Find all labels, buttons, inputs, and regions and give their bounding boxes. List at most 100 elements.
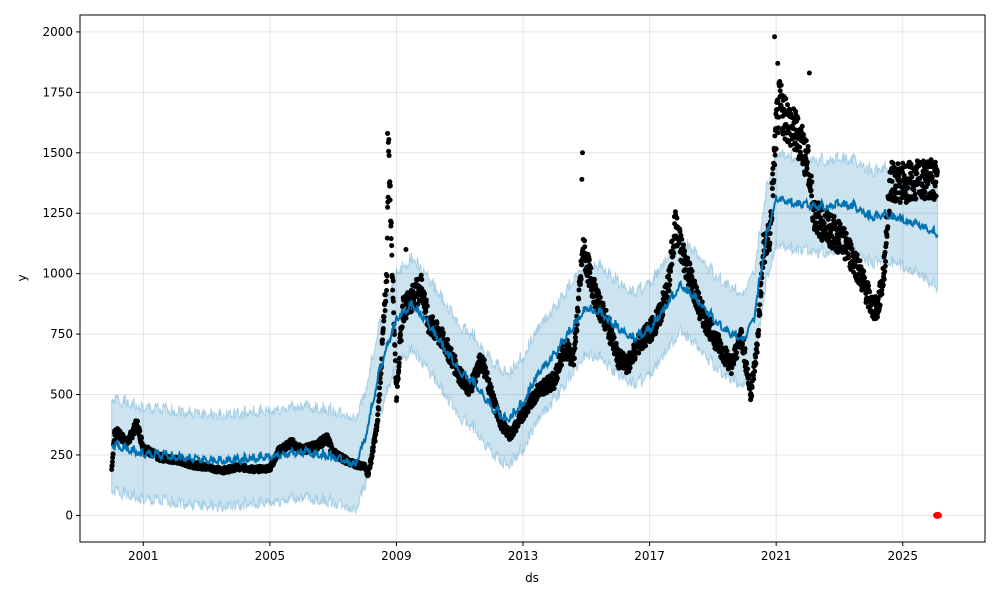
actual-point [879,287,885,293]
x-tick-label: 2025 [887,549,918,563]
actual-point [831,213,837,219]
actual-point [886,208,892,214]
actual-point [380,337,386,343]
actual-point [867,289,873,295]
actual-point [734,355,740,361]
x-tick-label: 2021 [761,549,792,563]
x-tick-label: 2009 [381,549,412,563]
actual-point [430,314,436,320]
y-tick-label: 250 [50,448,73,462]
actual-point [884,233,890,239]
actual-point [667,282,673,288]
actual-point [575,308,581,314]
actual-point [571,362,577,368]
actual-point [751,376,757,382]
actual-point [804,159,810,165]
actual-point [882,249,888,255]
actual-point [689,274,695,280]
actual-point [758,290,764,296]
actual-point [787,107,793,113]
actual-point [403,315,409,321]
actual-point [396,360,402,366]
actual-point [767,230,773,236]
actual-point [394,384,400,390]
actual-point [422,291,428,297]
actual-point [390,287,396,293]
y-tick-label: 750 [50,327,73,341]
actual-point [372,438,378,444]
actual-point [774,106,780,112]
actual-point [109,459,115,465]
actual-point [380,326,386,332]
actual-point [423,308,429,314]
actual-point [775,130,781,136]
actual-point [558,362,564,368]
actual-point [576,296,582,302]
actual-point [377,391,383,397]
actual-point [452,353,458,359]
actual-point [392,351,398,357]
actual-point [805,144,811,150]
actual-point [392,358,398,364]
actual-point [752,368,758,374]
actual-point [883,259,889,265]
actual-point [600,303,606,309]
actual-point [685,255,691,261]
actual-point [772,162,778,168]
actual-point [843,230,849,236]
actual-point [909,174,915,180]
actual-point [851,269,857,275]
y-tick-label: 500 [50,388,73,402]
actual-point [718,341,724,347]
actual-point [866,283,872,289]
actual-point [603,307,609,313]
actual-point [724,348,730,354]
actual-point [922,189,928,195]
actual-point [925,181,931,187]
x-tick-label: 2013 [508,549,539,563]
actual-point [613,340,619,346]
y-tick-label: 1750 [42,85,73,99]
actual-point [772,133,778,139]
actual-point [893,184,899,190]
actual-point [481,357,487,363]
actual-point [814,224,820,230]
actual-point [849,246,855,252]
actual-point [396,355,402,361]
actual-point [929,175,935,181]
actual-point [579,176,585,182]
actual-point [440,330,446,336]
actual-point [877,302,883,308]
actual-point [375,417,381,423]
actual-point [636,350,642,356]
actual-point [582,238,588,244]
actual-point [757,302,763,308]
actual-point [582,244,588,250]
actual-point [566,341,572,347]
actual-point [536,392,542,398]
actual-point [677,229,683,235]
actual-point [368,460,374,466]
actual-point [899,195,905,201]
y-tick-label: 0 [65,508,73,522]
actual-point [574,321,580,327]
actual-point [932,159,938,165]
actual-point [423,297,429,303]
actual-point [808,173,814,179]
actual-point [890,160,896,166]
actual-point [862,275,868,281]
actual-point [697,295,703,301]
actual-point [400,303,406,309]
actual-point [882,268,888,274]
actual-point [809,179,815,185]
actual-point [579,150,585,156]
actual-point [376,397,382,403]
actual-point [754,349,760,355]
actual-point [778,82,784,88]
actual-point [766,247,772,253]
actual-point [551,385,557,391]
actual-point [384,273,390,279]
actual-point [753,354,759,360]
actual-point [572,345,578,351]
actual-point [410,289,416,295]
